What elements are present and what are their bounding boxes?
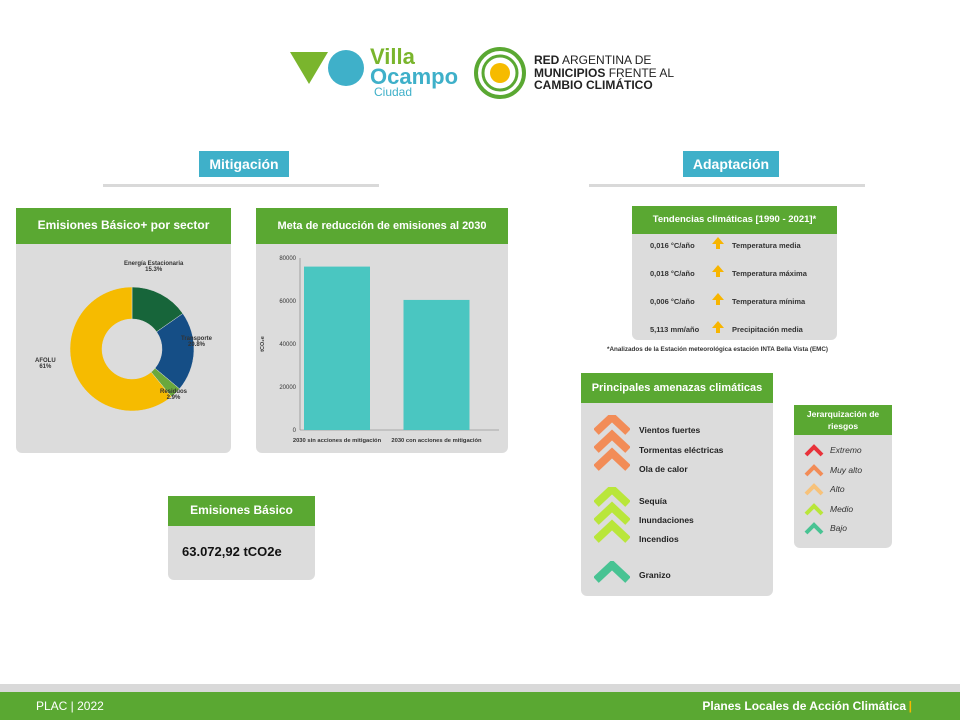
reduction-goal-card: Meta de reducción de emisiones al 2030 8… (256, 208, 508, 453)
risk-level-arrow-icon (804, 522, 824, 535)
basic-emissions-value: 63.072,92 tCO2e (182, 544, 282, 559)
bar-with-mitigation (403, 299, 470, 430)
pie-label-transporte: Transporte (181, 336, 213, 342)
mitigation-section-title: Mitigación (199, 151, 289, 177)
threat-ola-calor: Ola de calor (639, 464, 688, 474)
trend-row: 0,016 °C/año Temperatura media (632, 231, 837, 259)
threat-granizo: Granizo (639, 570, 671, 580)
trend-label: Temperatura máxima (732, 269, 807, 278)
adaptation-section-title: Adaptación (683, 151, 779, 177)
risk-level-arrow-icon (804, 463, 824, 476)
medium-risk-arrows-icon (594, 487, 630, 543)
legend-label: Extremo (830, 445, 862, 455)
sector-emissions-title: Emisiones Básico+ por sector (16, 208, 231, 244)
logo-ocampo-text: Ocampo (370, 64, 459, 89)
logo-triangle-icon (290, 52, 328, 84)
trend-value: 0,016 °C/año (650, 241, 695, 250)
logo-circle-icon (328, 50, 364, 86)
pie-label-afolu: AFOLU (35, 358, 56, 364)
trend-value: 0,018 °C/año (650, 269, 695, 278)
reduction-goal-title: Meta de reducción de emisiones al 2030 (256, 208, 508, 244)
up-arrow-icon (712, 293, 724, 305)
legend-label: Medio (830, 503, 854, 514)
logo-red-line3: CAMBIO CLIMÁTICO (534, 78, 653, 92)
bar-category-label: 2030 con acciones de mitigación (391, 438, 482, 444)
reduction-bar-chart: 80000 60000 40000 20000 0 tCO₂e 2030 sin accio… (260, 256, 499, 444)
trend-row: 0,018 °C/año Temperatura máxima (632, 259, 837, 287)
up-arrow-icon (712, 321, 724, 333)
legend-label: Alto (830, 484, 845, 494)
bar-y-tick-label: 40000 (279, 342, 296, 348)
pie-label-energia: Energía Estacionaria (124, 261, 184, 267)
logo-red-line2: MUNICIPIOS FRENTE AL (534, 65, 675, 80)
mitigation-divider (103, 184, 379, 187)
bar-y-tick-label: 0 (293, 428, 297, 434)
legend-label: Muy alto (830, 464, 863, 475)
red-argentina-logo: RED ARGENTINA DE MUNICIPIOS FRENTE AL CA… (472, 44, 692, 102)
bar-category-label: 2030 sin acciones de mitigación (293, 438, 382, 444)
pie-pct-afolu: 61% (39, 364, 52, 370)
bar-y-tick-label: 80000 (279, 256, 296, 262)
climate-trends-note: *Analizados de la Estación meteorológica… (607, 346, 829, 353)
trend-value: 5,113 mm/año (650, 325, 700, 334)
footer-stripe (0, 684, 960, 692)
threat-tormentas: Tormentas eléctricas (639, 445, 724, 455)
logo-ciudad-text: Ciudad (374, 85, 413, 99)
climate-trends-card: Tendencias climáticas [1990 - 2021]* 0,0… (632, 206, 837, 340)
trend-row: 5,113 mm/año Precipitación media (632, 315, 837, 343)
legend-label: Bajo (830, 523, 848, 533)
climate-trends-title: Tendencias climáticas [1990 - 2021]* (632, 206, 837, 234)
threat-incendios: Incendios (639, 534, 679, 544)
pie-label-residuos: Residuos (160, 389, 188, 395)
footer-right-text: Planes Locales de Acción Climática (702, 699, 906, 713)
pie-pct-transporte: 20.8% (188, 342, 206, 348)
risk-level-arrow-icon (804, 483, 824, 496)
basic-emissions-card: Emisiones Básico 63.072,92 tCO2e (168, 496, 315, 580)
threat-vientos: Vientos fuertes (639, 425, 701, 435)
risk-legend-card: Jerarquización de riesgos Extremo Muy alt… (794, 405, 892, 548)
adaptation-divider (589, 184, 865, 187)
threat-sequia: Sequía (639, 496, 667, 506)
risk-level-arrow-icon (804, 502, 824, 515)
logo-red-line1: RED ARGENTINA DE (534, 53, 652, 67)
villa-ocampo-logo: Villa Ocampo Ciudad (290, 46, 470, 102)
risk-level-arrow-icon (804, 444, 824, 457)
sector-emissions-card: Emisiones Básico+ por sector Energía Est… (16, 208, 231, 453)
trend-row: 0,006 °C/año Temperatura mínima (632, 287, 837, 315)
risk-legend-title: Jerarquización de riesgos (794, 405, 892, 435)
pie-pct-energia: 15.3% (145, 267, 163, 273)
basic-emissions-title: Emisiones Básico (168, 496, 315, 526)
up-arrow-icon (712, 265, 724, 277)
up-arrow-icon (712, 237, 724, 249)
low-risk-arrow-icon (594, 561, 630, 583)
trend-label: Precipitación media (732, 325, 803, 334)
sun-ring-icon (474, 47, 526, 99)
threat-inundaciones: Inundaciones (639, 515, 694, 525)
trend-label: Temperatura mínima (732, 297, 806, 306)
very-high-risk-arrows-icon (594, 415, 630, 471)
logo-villa-text: Villa (370, 44, 415, 69)
footer-accent-bar: | (908, 699, 912, 713)
threats-card: Principales amenazas climáticas Vientos … (581, 373, 773, 596)
bar-y-tick-label: 60000 (279, 299, 296, 305)
threats-title: Principales amenazas climáticas (581, 373, 773, 403)
footer-left-text: PLAC | 2022 (36, 699, 104, 713)
trend-label: Temperatura media (732, 241, 801, 250)
bar-y-axis-label: tCO₂e (260, 336, 266, 352)
bar-y-tick-label: 20000 (279, 385, 296, 391)
pie-pct-residuos: 2.9% (166, 395, 181, 401)
footer: PLAC | 2022 Planes Locales de Acción Cli… (0, 692, 960, 720)
sector-donut-chart (69, 286, 195, 412)
trend-value: 0,006 °C/año (650, 297, 695, 306)
bar-without-mitigation (304, 266, 370, 430)
